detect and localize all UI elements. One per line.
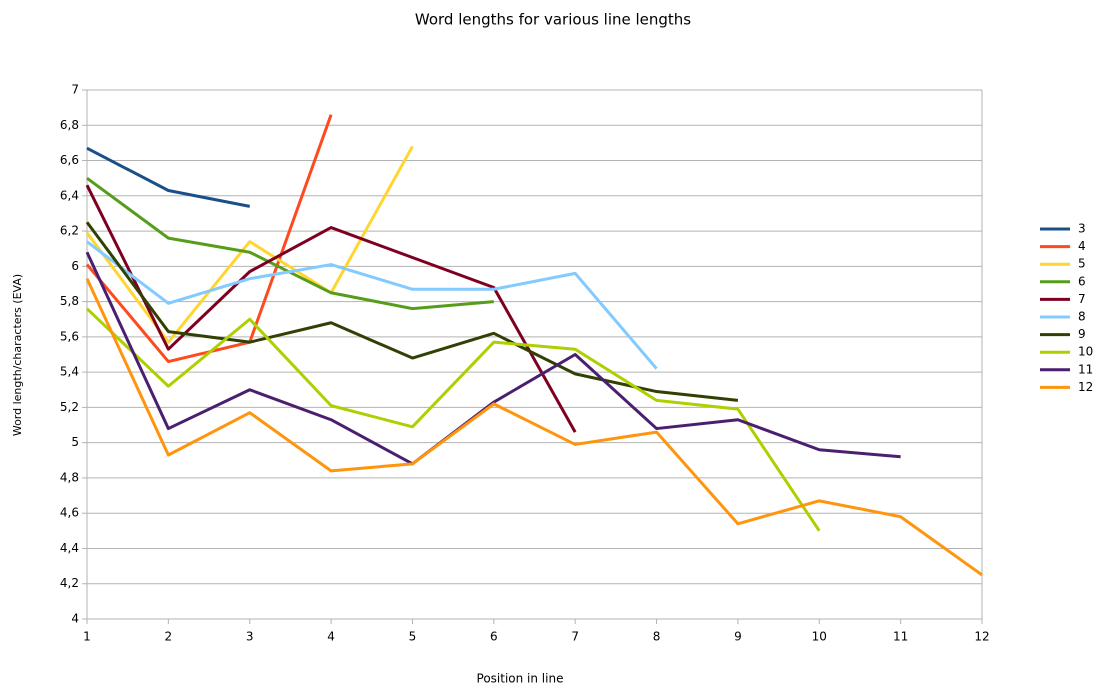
series-line	[85, 145, 414, 344]
y-tick-label: 5,8	[60, 294, 79, 308]
legend-label: 11	[1078, 362, 1093, 376]
y-tick-label: 6	[71, 259, 79, 273]
series-line	[85, 114, 333, 364]
legend-label: 8	[1078, 310, 1086, 324]
y-tick-label: 6,4	[60, 188, 79, 202]
chart-title: Word lengths for various line lengths	[415, 11, 691, 29]
y-tick-label: 4	[71, 612, 79, 626]
series-line	[85, 221, 739, 402]
y-tick-label: 5,2	[60, 400, 79, 414]
x-tick-label: 6	[490, 630, 498, 644]
y-tick-label: 6,6	[60, 153, 79, 167]
plot-border	[86, 89, 983, 620]
legend-label: 3	[1078, 222, 1086, 236]
series-line	[86, 240, 658, 370]
series-line	[85, 307, 821, 532]
y-tick-label: 5,6	[60, 329, 79, 343]
x-tick-label: 8	[653, 630, 661, 644]
x-tick-label: 3	[246, 630, 254, 644]
x-tick-label: 10	[812, 630, 827, 644]
y-tick-label: 5	[71, 435, 79, 449]
x-tick-label: 12	[974, 630, 989, 644]
y-tick-label: 4,8	[60, 470, 79, 484]
y-tick-label: 6,8	[60, 118, 79, 132]
y-tick-label: 7	[71, 83, 79, 97]
x-tick-label: 5	[409, 630, 417, 644]
y-tick-label: 5,4	[60, 365, 79, 379]
x-tick-label: 1	[83, 630, 91, 644]
x-tick-label: 11	[893, 630, 908, 644]
x-tick-label: 7	[571, 630, 579, 644]
series-line	[85, 251, 901, 466]
series-line	[86, 146, 251, 208]
legend-label: 4	[1078, 239, 1086, 253]
legend-label: 10	[1078, 345, 1093, 359]
legend-label: 12	[1078, 380, 1093, 394]
x-tick-label: 4	[327, 630, 335, 644]
x-tick-label: 2	[165, 630, 173, 644]
y-tick-label: 6,2	[60, 224, 79, 238]
y-tick-label: 4,4	[60, 541, 79, 555]
legend-label: 7	[1078, 292, 1086, 306]
y-tick-label: 4,2	[60, 576, 79, 590]
y-axis-label: Word length/characters (EVA)	[11, 274, 24, 436]
series-line	[85, 278, 983, 577]
x-tick-label: 9	[734, 630, 742, 644]
series-line	[85, 184, 577, 433]
legend-label: 5	[1078, 257, 1086, 271]
legend-label: 9	[1078, 327, 1086, 341]
y-tick-label: 4,6	[60, 506, 79, 520]
legend-label: 6	[1078, 274, 1086, 288]
x-axis-label: Position in line	[477, 672, 564, 686]
